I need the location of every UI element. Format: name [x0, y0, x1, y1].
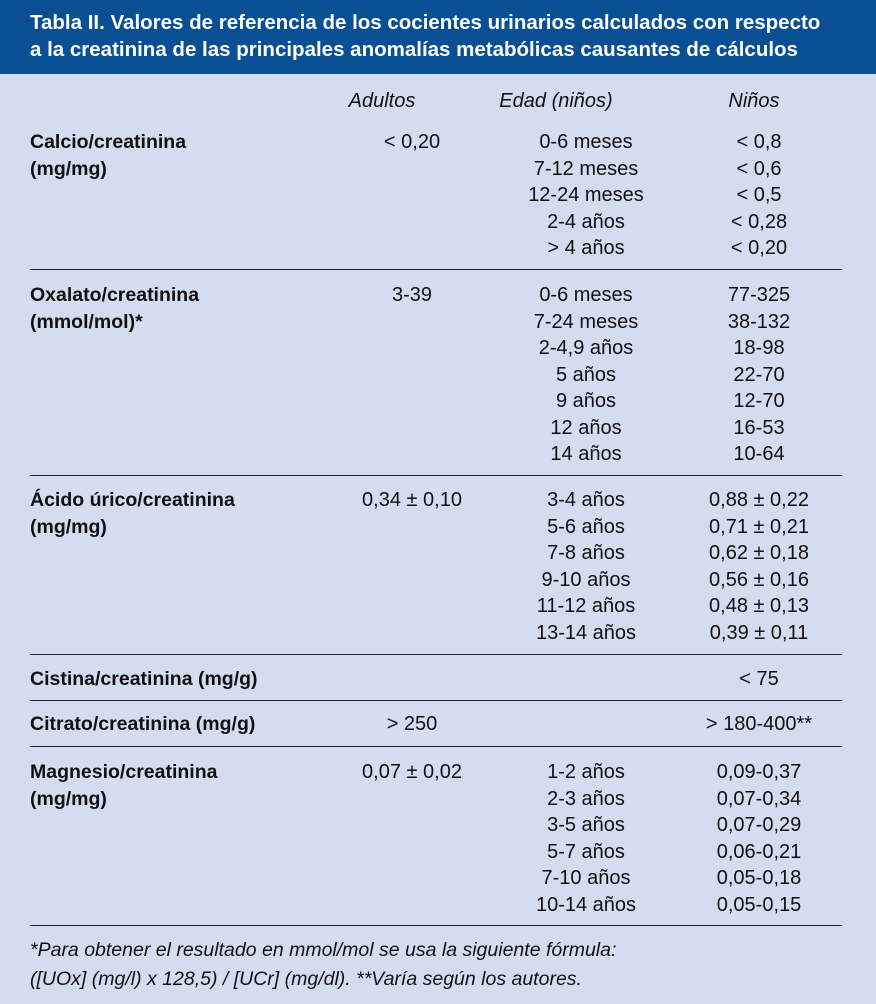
value-item: 0,39 ± 0,11 — [709, 621, 809, 644]
value-item: 22-70 — [733, 363, 785, 386]
table-title-line-2: a la creatinina de las principales anoma… — [30, 38, 798, 61]
value-item: 0,05-0,18 — [716, 867, 802, 889]
age-item: 7-24 meses — [533, 310, 639, 333]
section-label: Ácido úrico/creatinina — [30, 489, 235, 511]
value-list: 0,09-0,37 0,07-0,34 0,07-0,29 0,06-0,21 … — [664, 759, 854, 918]
adult-value: 0,34 ± 0,10 — [362, 489, 462, 511]
age-item: 5-7 años — [547, 840, 625, 863]
value-list: < 75 — [664, 666, 854, 693]
section-unit: (mg/mg) — [30, 515, 107, 538]
row-divider — [30, 654, 842, 655]
age-item: 3-5 años — [547, 814, 625, 836]
column-header-adultos: Adultos — [348, 90, 416, 112]
value-item: < 0,8 — [736, 131, 782, 153]
value-item: < 0,6 — [736, 157, 782, 180]
age-item: 0-6 meses — [539, 284, 633, 306]
value-list: < 0,8 < 0,6 < 0,5 < 0,28 < 0,20 — [664, 129, 854, 262]
age-item: 1-2 años — [547, 761, 625, 783]
row-divider — [30, 700, 842, 701]
value-item: 16-53 — [733, 416, 785, 439]
value-item: 0,56 ± 0,16 — [709, 568, 809, 591]
age-item: 12 años — [550, 416, 622, 439]
age-item: 7-10 años — [541, 867, 631, 889]
section-unit: (mg/mg) — [30, 787, 107, 810]
value-item: 0,71 ± 0,21 — [709, 515, 809, 538]
footnote-line-2: ([UOx] (mg/l) x 128,5) / [UCr] (mg/dl). … — [30, 968, 582, 990]
adult-value: 0,07 ± 0,02 — [362, 761, 462, 783]
row-divider — [30, 925, 842, 926]
value-item: < 0,20 — [730, 237, 788, 259]
age-item: 9-10 años — [541, 568, 631, 591]
section-unit: (mmol/mol)* — [30, 310, 143, 333]
section-label: Calcio/creatinina — [30, 131, 187, 153]
value-item: 18-98 — [733, 337, 785, 359]
age-item: 10-14 años — [535, 893, 637, 916]
age-item: > 4 años — [547, 237, 625, 259]
age-item: 2-4 años — [547, 210, 625, 233]
age-item: 2-3 años — [547, 787, 625, 810]
section-label: Cistina/creatinina (mg/g) — [30, 668, 258, 690]
age-item: 13-14 años — [535, 621, 637, 644]
age-list: 0-6 meses 7-12 meses 12-24 meses 2-4 año… — [470, 129, 702, 262]
value-item: 0,06-0,21 — [716, 840, 802, 863]
age-list: 0-6 meses 7-24 meses 2-4,9 años 5 años 9… — [470, 282, 702, 468]
table-title-line-1: Tabla II. Valores de referencia de los c… — [30, 11, 821, 34]
row-divider — [30, 746, 842, 747]
value-item: 12-70 — [733, 390, 785, 412]
value-list: 0,88 ± 0,22 0,71 ± 0,21 0,62 ± 0,18 0,56… — [664, 487, 854, 646]
age-item: 2-4,9 años — [538, 337, 634, 359]
value-item: 0,09-0,37 — [716, 761, 802, 783]
value-list: > 180-400** — [664, 711, 854, 738]
column-header-ninos: Niños — [728, 90, 780, 112]
table-title: Tabla II. Valores de referencia de los c… — [0, 0, 876, 74]
value-item: 0,07-0,29 — [716, 814, 802, 836]
age-item: 0-6 meses — [539, 131, 633, 153]
adult-value: 3-39 — [391, 284, 433, 306]
footnote-line-1: *Para obtener el resultado en mmol/mol s… — [30, 939, 617, 961]
value-list: 77-325 38-132 18-98 22-70 12-70 16-53 10… — [664, 282, 854, 468]
value-item: < 75 — [739, 668, 779, 690]
age-item: 14 años — [550, 443, 622, 465]
age-item: 5-6 años — [547, 515, 625, 538]
age-list: 1-2 años 2-3 años 3-5 años 5-7 años 7-10… — [470, 759, 702, 918]
value-item: 0,07-0,34 — [716, 787, 802, 810]
section-label: Magnesio/creatinina — [30, 761, 218, 783]
value-item: 0,62 ± 0,18 — [709, 542, 809, 564]
age-item: 9 años — [555, 390, 617, 412]
value-item: > 180-400** — [705, 713, 813, 735]
value-item: 10-64 — [733, 443, 785, 465]
age-item: 12-24 meses — [528, 184, 644, 206]
age-list: 3-4 años 5-6 años 7-8 años 9-10 años 11-… — [470, 487, 702, 646]
adult-value: < 0,20 — [383, 131, 441, 153]
column-header-edad: Edad (niños) — [499, 90, 613, 112]
row-divider — [30, 475, 842, 476]
section-unit: (mg/mg) — [30, 157, 107, 180]
value-item: 0,88 ± 0,22 — [709, 489, 809, 511]
row-divider — [30, 269, 842, 270]
value-item: 0,05-0,15 — [716, 893, 802, 916]
age-item: 7-12 meses — [533, 157, 639, 180]
value-item: 0,48 ± 0,13 — [709, 595, 809, 617]
age-item: 5 años — [555, 363, 617, 386]
age-item: 7-8 años — [547, 542, 625, 564]
age-item: 11-12 años — [536, 595, 636, 617]
value-item: 77-325 — [727, 284, 791, 306]
age-item: 3-4 años — [547, 489, 625, 511]
value-item: < 0,28 — [730, 210, 788, 233]
section-label: Citrato/creatinina (mg/g) — [30, 713, 256, 735]
value-item: 38-132 — [727, 310, 791, 333]
section-label: Oxalato/creatinina — [30, 284, 200, 306]
value-item: < 0,5 — [736, 184, 782, 206]
adult-value: > 250 — [386, 713, 438, 735]
